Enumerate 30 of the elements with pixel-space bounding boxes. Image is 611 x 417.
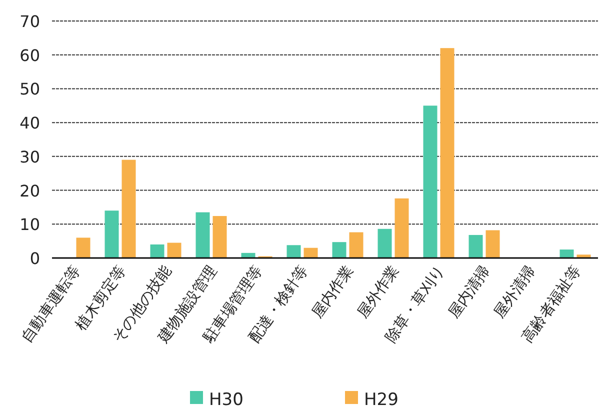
x-tick-label: 屋内清掃: [444, 262, 494, 322]
y-tick-label: 20: [20, 181, 40, 200]
bar: [394, 198, 409, 258]
y-tick-label: 60: [20, 46, 40, 65]
bar: [378, 228, 392, 258]
bar: [104, 210, 119, 258]
legend-label: H30: [209, 390, 244, 410]
y-tick-label: 40: [20, 114, 40, 133]
bar: [76, 238, 90, 258]
bar: [440, 48, 454, 258]
bar: [196, 212, 210, 258]
bar: [150, 244, 164, 258]
y-tick-label: 10: [20, 215, 40, 234]
y-tick-label: 70: [20, 12, 40, 31]
bar: [560, 250, 574, 258]
bar: [286, 245, 301, 258]
bar: [468, 234, 483, 258]
bar: [332, 242, 346, 258]
bar: [122, 160, 136, 258]
bar: [486, 230, 500, 258]
y-tick-label: 0: [30, 249, 40, 268]
bar: [167, 242, 182, 258]
y-tick-label: 50: [20, 80, 40, 99]
bar: [304, 248, 318, 258]
bar: [423, 106, 438, 258]
x-tick-label: 屋内作業: [308, 262, 358, 322]
legend-label: H29: [364, 390, 398, 410]
bar: [349, 232, 364, 258]
bar: [212, 216, 227, 258]
y-tick-label: 30: [20, 147, 40, 166]
